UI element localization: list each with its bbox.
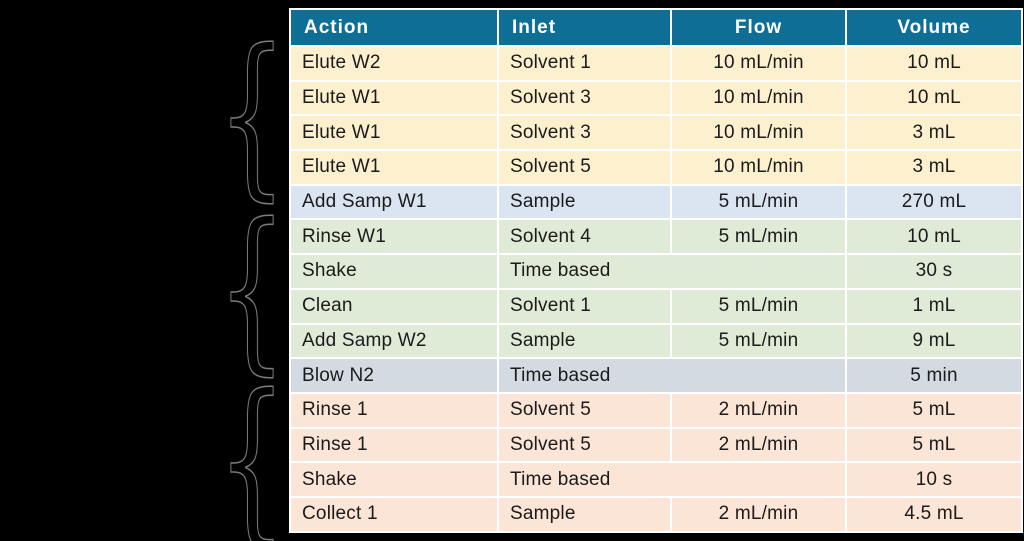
cell-volume: 10 mL: [845, 45, 1023, 82]
cell-action: Elute W1: [289, 79, 499, 117]
cell-volume: 10 s: [845, 461, 1023, 498]
cell-action: Elute W1: [289, 114, 499, 152]
header-flow: Flow: [670, 8, 847, 47]
group-brace-wash-rows: {: [217, 185, 287, 391]
cell-action: Clean: [289, 287, 499, 325]
cell-inlet: Solvent 3: [497, 114, 672, 152]
table-header: Action Inlet Flow Volume: [289, 8, 1023, 47]
cell-action: Shake: [289, 461, 499, 498]
cell-flow: 10 mL/min: [670, 45, 847, 82]
header-inlet: Inlet: [497, 8, 672, 47]
cell-inlet: Solvent 3: [497, 79, 672, 117]
cell-inlet: Time based: [497, 461, 847, 498]
cell-flow: 5 mL/min: [670, 183, 847, 221]
header-action: Action: [289, 8, 499, 47]
cell-action: Rinse 1: [289, 426, 499, 464]
cell-action: Elute W2: [289, 45, 499, 82]
cell-volume: 4.5 mL: [845, 495, 1023, 533]
cell-inlet: Time based: [497, 357, 847, 394]
cell-action: Add Samp W2: [289, 322, 499, 360]
cell-action: Collect 1: [289, 495, 499, 533]
cell-volume: 9 mL: [845, 322, 1023, 360]
table-row: Add Samp W2 Sample 5 mL/min 9 mL: [289, 322, 1023, 360]
cell-flow: 10 mL/min: [670, 149, 847, 186]
group-brace-elute-rows: {: [217, 12, 287, 217]
cell-inlet: Sample: [497, 495, 672, 533]
cell-action: Rinse 1: [289, 391, 499, 429]
table-row: Shake Time based 30 s: [289, 253, 1023, 290]
cell-flow: 10 mL/min: [670, 79, 847, 117]
cell-flow: 2 mL/min: [670, 426, 847, 464]
cell-inlet: Sample: [497, 322, 672, 360]
sequence-table: Action Inlet Flow Volume Elute W2 Solvent…: [289, 8, 1023, 533]
cell-volume: 5 min: [845, 357, 1023, 394]
sequence-table-container: Action Inlet Flow Volume Elute W2 Solvent…: [289, 8, 1023, 533]
cell-flow: 2 mL/min: [670, 391, 847, 429]
cell-volume: 10 mL: [845, 79, 1023, 117]
cell-flow: 5 mL/min: [670, 322, 847, 360]
cell-flow: 2 mL/min: [670, 495, 847, 533]
table-row: Shake Time based 10 s: [289, 461, 1023, 498]
table-row: Elute W2 Solvent 1 10 mL/min 10 mL: [289, 45, 1023, 82]
cell-flow: 5 mL/min: [670, 287, 847, 325]
cell-inlet: Solvent 5: [497, 426, 672, 464]
cell-volume: 10 mL: [845, 218, 1023, 256]
table-row: Collect 1 Sample 2 mL/min 4.5 mL: [289, 495, 1023, 533]
cell-flow: 10 mL/min: [670, 114, 847, 152]
header-row: Action Inlet Flow Volume: [289, 8, 1023, 47]
cell-volume: 1 mL: [845, 287, 1023, 325]
group-brace-rinse-collect-rows: {: [217, 357, 287, 541]
cell-flow: 5 mL/min: [670, 218, 847, 256]
cell-action: Elute W1: [289, 149, 499, 186]
cell-action: Rinse W1: [289, 218, 499, 256]
cell-inlet: Time based: [497, 253, 847, 290]
cell-action: Blow N2: [289, 357, 499, 394]
table-row: Elute W1 Solvent 5 10 mL/min 3 mL: [289, 149, 1023, 186]
cell-volume: 3 mL: [845, 114, 1023, 152]
cell-action: Add Samp W1: [289, 183, 499, 221]
cell-inlet: Sample: [497, 183, 672, 221]
cell-inlet: Solvent 5: [497, 149, 672, 186]
cell-volume: 270 mL: [845, 183, 1023, 221]
table-row: Blow N2 Time based 5 min: [289, 357, 1023, 394]
cell-inlet: Solvent 4: [497, 218, 672, 256]
cell-action: Shake: [289, 253, 499, 290]
header-volume: Volume: [845, 8, 1023, 47]
cell-inlet: Solvent 5: [497, 391, 672, 429]
table-row: Add Samp W1 Sample 5 mL/min 270 mL: [289, 183, 1023, 221]
cell-volume: 5 mL: [845, 426, 1023, 464]
table-body: Elute W2 Solvent 1 10 mL/min 10 mL Elute W1 S…: [289, 45, 1023, 533]
cell-inlet: Solvent 1: [497, 287, 672, 325]
table-row: Elute W1 Solvent 3 10 mL/min 10 mL: [289, 79, 1023, 117]
cell-volume: 30 s: [845, 253, 1023, 290]
table-row: Elute W1 Solvent 3 10 mL/min 3 mL: [289, 114, 1023, 152]
cell-volume: 5 mL: [845, 391, 1023, 429]
cell-inlet: Solvent 1: [497, 45, 672, 82]
cell-volume: 3 mL: [845, 149, 1023, 186]
